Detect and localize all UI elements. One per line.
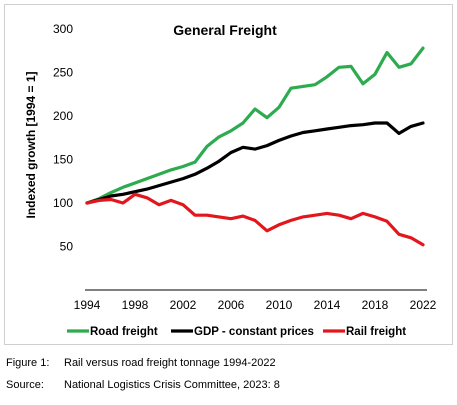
legend: Road freight GDP - constant prices Rail fr… (67, 326, 406, 338)
x-tick-label: 2002 (170, 298, 197, 312)
x-tick-label: 2006 (218, 298, 245, 312)
series-line-road-freight (85, 46, 425, 205)
x-tick-label: 1998 (122, 298, 149, 312)
source-caption-text: National Logistics Crisis Committee, 202… (64, 379, 280, 391)
x-tick-label: 2014 (314, 298, 341, 312)
x-tick-label: 2010 (266, 298, 293, 312)
legend-label: Road freight (90, 326, 158, 338)
figure-frame: General Freight Indexed growth [1994 = 1… (4, 4, 453, 345)
series-line-rail-freight (85, 192, 425, 247)
legend-label: Rail freight (346, 326, 406, 338)
line-chart: General Freight Indexed growth [1994 = 1… (24, 22, 437, 338)
x-tick-label: 1994 (74, 298, 101, 312)
y-tick-label: 50 (60, 240, 74, 254)
legend-label: GDP - constant prices (194, 326, 314, 338)
series-line-gdp-constant-prices (85, 121, 425, 205)
x-tick-label: 2022 (410, 298, 437, 312)
series-group (85, 46, 425, 247)
source-caption: Source: National Logistics Crisis Commit… (6, 379, 280, 391)
y-tick-label: 150 (53, 153, 73, 167)
y-tick-label: 300 (53, 22, 73, 36)
axes: 50 100 150 200 250 300 1994 1998 2002 2006 2010 201… (53, 22, 437, 312)
source-caption-key: Source: (6, 379, 44, 391)
chart-title: General Freight (173, 22, 277, 38)
y-tick-label: 250 (53, 66, 73, 80)
y-tick-label: 200 (53, 109, 73, 123)
figure-caption-key: Figure 1: (6, 357, 50, 369)
figure-caption-text: Rail versus road freight tonnage 1994-20… (64, 357, 276, 369)
y-axis-label: Indexed growth [1994 = 1] (24, 71, 38, 218)
figure-caption: Figure 1: Rail versus road freight tonna… (6, 357, 276, 369)
x-tick-label: 2018 (362, 298, 389, 312)
y-tick-label: 100 (53, 196, 73, 210)
